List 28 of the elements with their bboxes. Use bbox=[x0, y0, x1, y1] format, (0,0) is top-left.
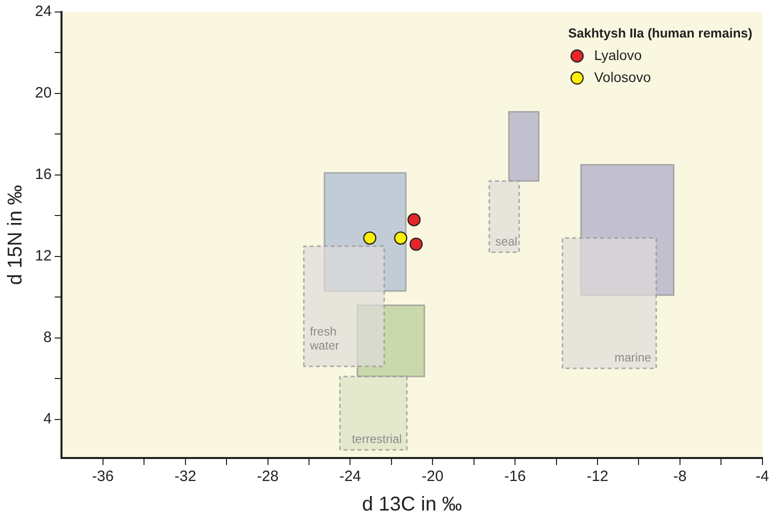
y-tick-label: 20 bbox=[34, 84, 52, 102]
x-tick-label: -28 bbox=[256, 468, 279, 486]
x-tick-label: -4 bbox=[756, 468, 770, 486]
x-tick-label: -12 bbox=[586, 468, 608, 486]
y-tick-label: 8 bbox=[43, 328, 52, 346]
point bbox=[363, 231, 376, 245]
y-axis-title: d 15N in ‰ bbox=[4, 184, 27, 286]
x-tick-label: -32 bbox=[174, 468, 196, 486]
y-tick-label: 4 bbox=[43, 410, 52, 428]
point bbox=[394, 231, 408, 245]
x-tick-label: -8 bbox=[673, 468, 687, 486]
x-axis-title: d 13C in ‰ bbox=[362, 494, 462, 516]
x-tick-label: -24 bbox=[339, 468, 362, 486]
legend-label: Volosovo bbox=[594, 68, 652, 85]
y-tick-label: 12 bbox=[34, 248, 52, 265]
x-tick-label: -16 bbox=[504, 468, 526, 486]
series-label: seal bbox=[495, 234, 518, 249]
legend-label: Lyalovo bbox=[594, 46, 642, 63]
series-label: marine bbox=[614, 350, 652, 365]
point bbox=[410, 238, 423, 251]
y-tick-label: 16 bbox=[34, 166, 52, 184]
point bbox=[407, 213, 421, 226]
x-tick-label: -20 bbox=[422, 468, 444, 486]
y-tick-label: 24 bbox=[34, 3, 52, 20]
series-label: terrestrial bbox=[352, 432, 402, 446]
legend-title: Sakhtysh IIa (human remains) bbox=[568, 26, 752, 41]
x-tick-label: -36 bbox=[92, 468, 114, 486]
series-label: fresh water bbox=[308, 324, 340, 353]
